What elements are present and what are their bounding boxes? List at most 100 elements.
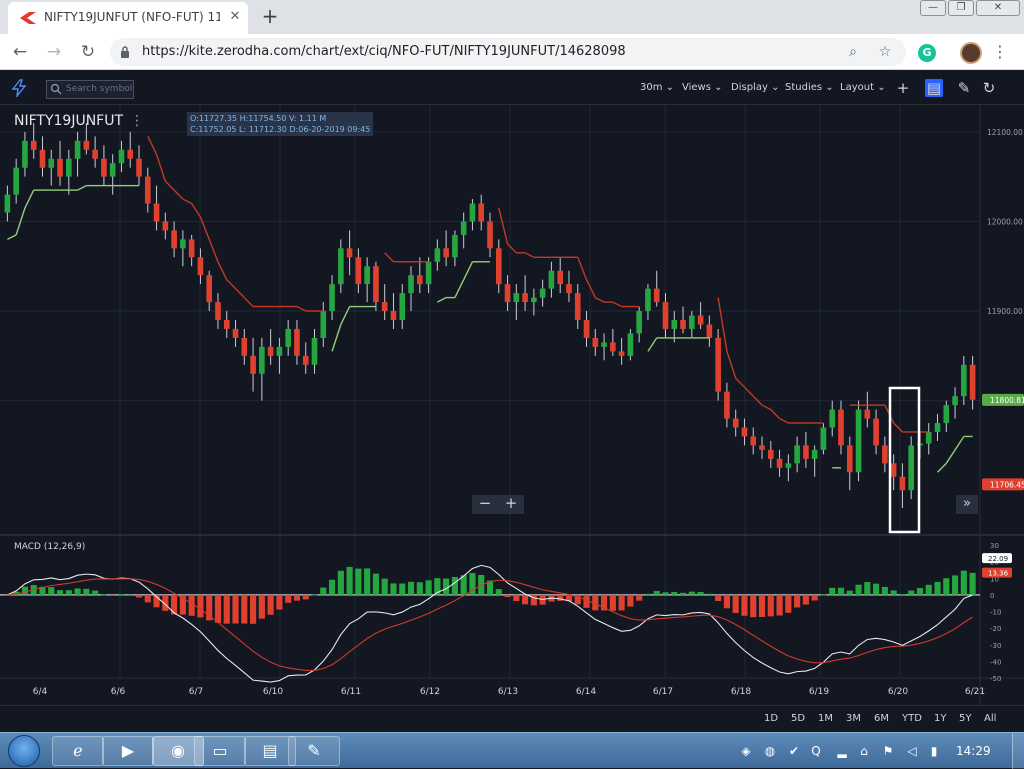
scroll-to-end-button[interactable]: » bbox=[956, 495, 978, 514]
macd-histogram-bar bbox=[627, 594, 634, 607]
macd-histogram-bar bbox=[679, 592, 687, 595]
range-1m[interactable]: 1M bbox=[818, 713, 833, 724]
candle-body bbox=[487, 221, 493, 249]
candle-body bbox=[504, 284, 511, 303]
date-tick-label: 6/21 bbox=[965, 687, 985, 697]
close-price-tag-bg bbox=[982, 478, 1024, 491]
taskbar-clock[interactable]: 14:29 bbox=[956, 744, 991, 758]
range-5d[interactable]: 5D bbox=[791, 713, 806, 724]
range-3m[interactable]: 3M bbox=[846, 713, 861, 724]
symbol-menu-icon[interactable]: ⋮ bbox=[130, 113, 144, 129]
candle-body bbox=[364, 266, 370, 285]
macd-histogram-bar bbox=[320, 587, 327, 595]
start-button[interactable] bbox=[8, 735, 40, 767]
network-icon[interactable]: ⌂ bbox=[860, 744, 868, 758]
reset-icon[interactable]: ↻ bbox=[982, 79, 996, 97]
candlestick-chart[interactable]: 12100.0012000.0011900.0011800.0011800.81… bbox=[0, 105, 1024, 705]
candle-body bbox=[30, 140, 37, 150]
macd-study-label[interactable]: MACD (12,26,9) bbox=[14, 542, 86, 552]
candle-body bbox=[890, 463, 897, 477]
notepad-icon[interactable]: ▤ bbox=[244, 736, 296, 766]
browser-menu-icon[interactable]: ⋮ bbox=[992, 42, 1008, 61]
range-1d[interactable]: 1D bbox=[764, 713, 779, 724]
flag-icon[interactable]: ⚑ bbox=[882, 744, 894, 758]
back-arrow-icon[interactable]: ← bbox=[12, 42, 28, 62]
macd-histogram-bar bbox=[908, 590, 915, 595]
show-desktop-button[interactable] bbox=[1012, 733, 1024, 769]
candle-body bbox=[39, 149, 46, 168]
macd-histogram-bar bbox=[48, 587, 55, 595]
macd-value-tag: 22.09 bbox=[988, 555, 1008, 563]
range-6m[interactable]: 6M bbox=[874, 713, 889, 724]
chart-area[interactable]: 12100.0012000.0011900.0011800.0011800.81… bbox=[0, 105, 1024, 705]
candle-body bbox=[952, 396, 958, 406]
forward-arrow-icon[interactable]: → bbox=[46, 42, 62, 62]
macd-histogram-bar bbox=[592, 594, 599, 611]
paint-icon[interactable]: ✎ bbox=[288, 736, 340, 766]
chevron-down-icon: ⌄ bbox=[771, 82, 780, 93]
crosshair-icon[interactable]: + bbox=[896, 79, 910, 97]
studies-dropdown[interactable]: Studies ⌄ bbox=[785, 82, 834, 93]
lightning-bolt-icon[interactable] bbox=[10, 79, 28, 97]
macd-histogram-bar bbox=[688, 591, 695, 595]
bookmark-star-icon[interactable]: ☆ bbox=[878, 44, 892, 60]
candle-body bbox=[846, 445, 853, 473]
views-dropdown[interactable]: Views ⌄ bbox=[682, 82, 723, 93]
window-controls: — ❐ ✕ bbox=[918, 0, 1020, 16]
symbol-search-input[interactable]: Search symbol bbox=[46, 80, 134, 99]
macd-histogram-bar bbox=[460, 575, 467, 595]
macd-histogram-bar bbox=[636, 594, 643, 601]
candle-body bbox=[188, 239, 195, 258]
reload-icon[interactable]: ↻ bbox=[80, 42, 96, 62]
supertrend-segment bbox=[164, 180, 175, 191]
grammarly-extension-icon[interactable]: G bbox=[918, 44, 936, 62]
security-check-icon[interactable]: ✔ bbox=[788, 744, 800, 758]
browser-tab[interactable]: NIFTY19JUNFUT (NFO-FUT) 11706.45 | Kite … bbox=[8, 2, 248, 34]
maximize-button[interactable]: ❐ bbox=[948, 0, 974, 16]
tab-close-icon[interactable]: ✕ bbox=[229, 9, 241, 24]
candle-body bbox=[83, 140, 90, 150]
close-window-button[interactable]: ✕ bbox=[976, 0, 1020, 16]
layout-dropdown[interactable]: Layout ⌄ bbox=[840, 82, 886, 93]
volume-icon[interactable]: ◁ bbox=[907, 744, 917, 758]
new-tab-button[interactable]: + bbox=[261, 4, 279, 28]
date-tick-label: 6/17 bbox=[653, 687, 673, 697]
zoom-in-button[interactable]: + bbox=[504, 494, 518, 512]
display-dropdown[interactable]: Display ⌄ bbox=[731, 82, 779, 93]
dropbox-icon[interactable]: ◈ bbox=[741, 744, 751, 758]
macd-histogram-bar bbox=[723, 594, 730, 609]
file-explorer-icon[interactable]: ▭ bbox=[194, 736, 246, 766]
media-player-icon[interactable]: ▶ bbox=[102, 736, 154, 766]
range-5y[interactable]: 5Y bbox=[959, 713, 972, 724]
zoom-magnifier-icon[interactable]: ⌕ bbox=[849, 44, 857, 60]
range-all[interactable]: All bbox=[984, 713, 997, 724]
range-ytd[interactable]: YTD bbox=[902, 713, 922, 724]
chrome-taskbar-icon[interactable]: ◉ bbox=[152, 736, 204, 766]
display-label: Display bbox=[731, 82, 768, 93]
supertrend-segment bbox=[191, 203, 202, 218]
address-bar[interactable]: https://kite.zerodha.com/chart/ext/ciq/N… bbox=[110, 38, 906, 66]
interval-dropdown[interactable]: 30m ⌄ bbox=[640, 82, 674, 93]
minimize-button[interactable]: — bbox=[920, 0, 946, 16]
candle-body bbox=[566, 284, 572, 294]
battery-icon[interactable]: ▮ bbox=[930, 744, 938, 758]
internet-explorer-icon[interactable]: ℯ bbox=[52, 736, 104, 766]
supertrend-segment bbox=[384, 252, 394, 263]
chevron-down-icon: ⌄ bbox=[877, 82, 886, 93]
avast-icon[interactable]: ◍ bbox=[764, 744, 776, 758]
macd-signal-tag-bg bbox=[982, 567, 1012, 578]
range-1y[interactable]: 1Y bbox=[934, 713, 947, 724]
candle-body bbox=[495, 248, 502, 285]
comment-icon[interactable]: ▤ bbox=[925, 79, 943, 97]
candle-body bbox=[961, 364, 967, 397]
signal-icon[interactable]: ▂ bbox=[837, 744, 847, 758]
quickheal-icon[interactable]: Q bbox=[811, 744, 821, 758]
zoom-out-button[interactable]: − bbox=[478, 494, 492, 512]
pencil-draw-icon[interactable]: ✎ bbox=[957, 79, 971, 97]
profile-avatar[interactable] bbox=[960, 42, 982, 64]
supertrend-segment bbox=[296, 305, 307, 312]
candle-body bbox=[399, 293, 406, 320]
last-price-tag: 11800.81 bbox=[990, 396, 1024, 405]
candle-body bbox=[285, 328, 291, 347]
supertrend-segment bbox=[507, 243, 517, 254]
